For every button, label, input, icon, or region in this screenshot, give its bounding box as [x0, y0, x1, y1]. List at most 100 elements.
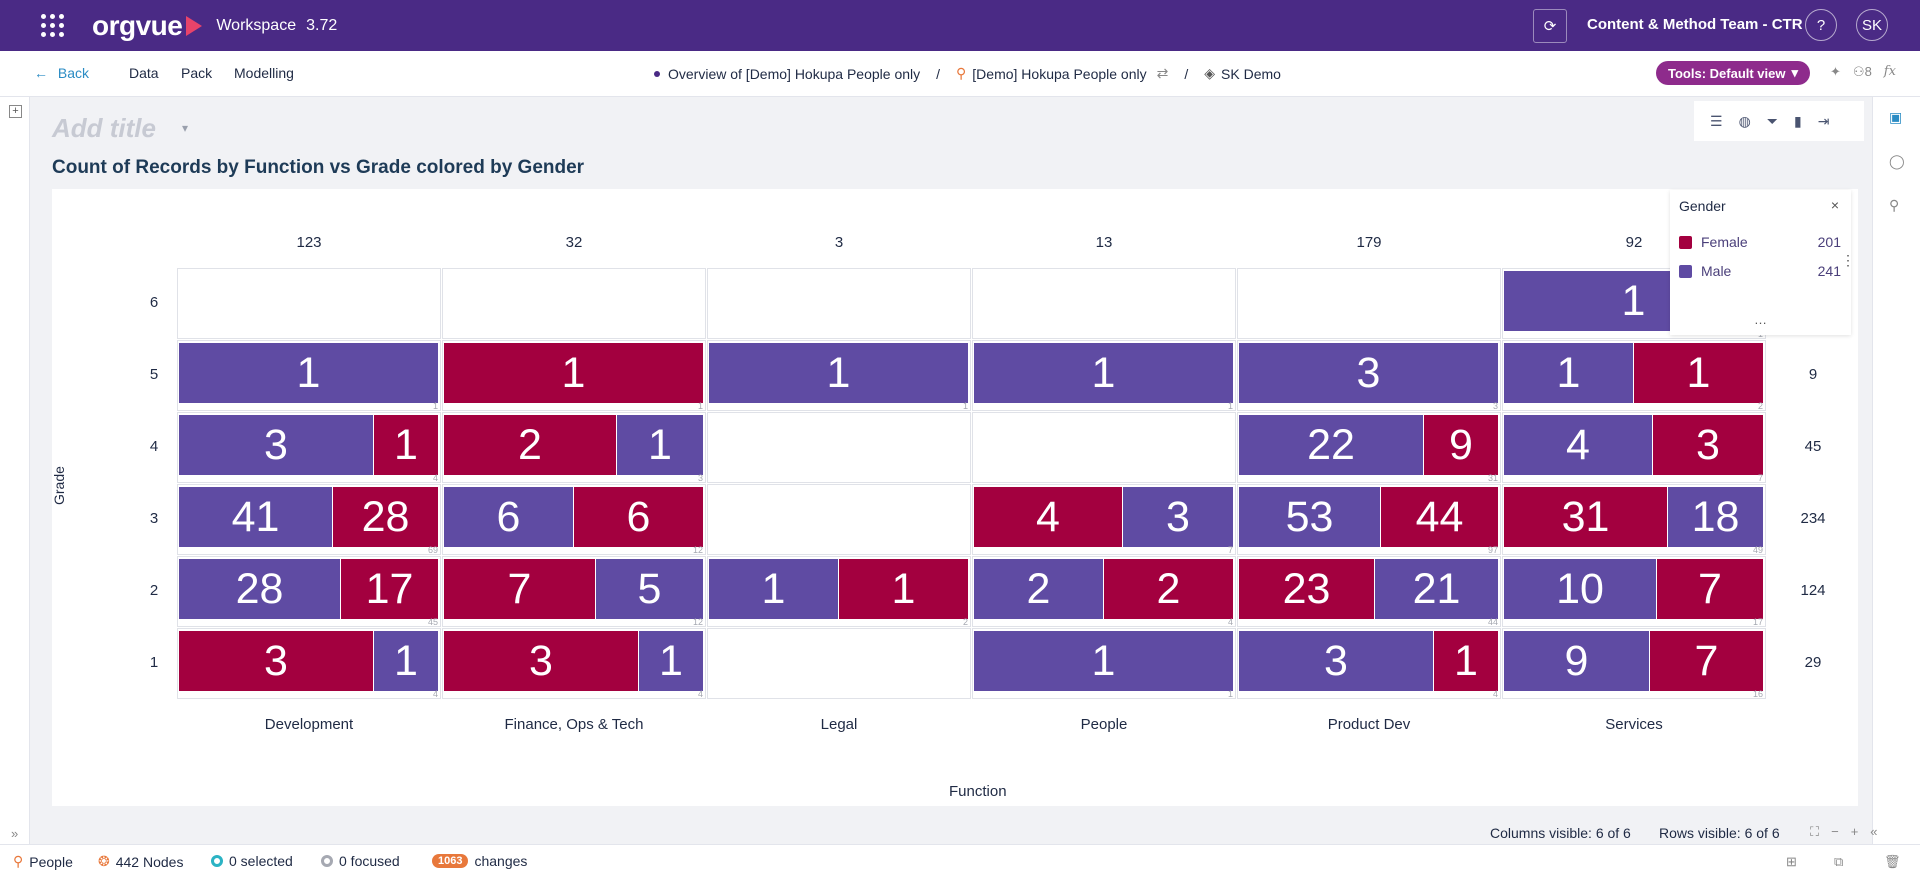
gender-bar-segment[interactable]: 10	[1504, 559, 1656, 619]
gender-bar-segment[interactable]: 7	[1657, 559, 1763, 619]
gender-bar-segment[interactable]: 31	[1504, 487, 1667, 547]
gender-bar-segment[interactable]: 1	[839, 559, 968, 619]
gender-bar-segment[interactable]: 1	[444, 343, 703, 403]
gender-bar-segment[interactable]: 3	[1239, 631, 1433, 691]
copy-icon[interactable]: ⧉	[1834, 854, 1844, 869]
matrix-cell[interactable]	[707, 484, 971, 555]
app-launcher-icon[interactable]	[41, 13, 65, 38]
team-name[interactable]: Content & Method Team - CTR	[1587, 16, 1803, 33]
matrix-cell[interactable]: 10 7 17	[1502, 556, 1766, 627]
breadcrumb-dataset[interactable]: [Demo] Hokupa People only	[972, 65, 1147, 82]
gender-bar-segment[interactable]: 3	[1123, 487, 1233, 547]
legend-item-female[interactable]: Female 201	[1679, 234, 1841, 250]
user-avatar[interactable]: SK	[1856, 9, 1888, 41]
footer-selected[interactable]: 0 selected	[211, 853, 293, 869]
gender-bar-segment[interactable]: 2	[444, 415, 616, 475]
gender-bar-segment[interactable]: 18	[1668, 487, 1763, 547]
matrix-cell[interactable]: 6 6 12	[442, 484, 706, 555]
add-title-input[interactable]: Add title	[52, 113, 156, 143]
gender-bar-segment[interactable]: 5	[596, 559, 703, 619]
gender-bar-segment[interactable]: 1	[709, 343, 968, 403]
breadcrumb-view[interactable]: Overview of [Demo] Hokupa People only	[668, 65, 921, 82]
chevron-down-icon[interactable]: ▾	[182, 121, 189, 135]
kebab-menu-icon[interactable]: ⋮	[1841, 252, 1855, 268]
filter-icon[interactable]: ⏷	[1766, 112, 1778, 129]
gender-bar-segment[interactable]: 41	[179, 487, 332, 547]
palette-icon[interactable]: ◍	[1738, 112, 1751, 129]
footer-focused[interactable]: 0 focused	[321, 853, 400, 869]
gender-bar-segment[interactable]: 22	[1239, 415, 1423, 475]
matrix-cell[interactable]: 31 18 49	[1502, 484, 1766, 555]
matrix-cell[interactable]: 9 7 16	[1502, 628, 1766, 699]
gender-bar-segment[interactable]: 1	[639, 631, 703, 691]
expand-panel-icon[interactable]: +	[9, 105, 22, 118]
gender-bar-segment[interactable]: 53	[1239, 487, 1380, 547]
comment-icon[interactable]: ▮	[1793, 112, 1802, 129]
matrix-cell[interactable]	[707, 268, 971, 339]
gender-bar-segment[interactable]: 1	[1634, 343, 1763, 403]
gender-bar-segment[interactable]: 1	[374, 415, 438, 475]
matrix-cell[interactable]	[972, 412, 1236, 483]
gender-bar-segment[interactable]: 1	[179, 343, 438, 403]
fit-screen-icon[interactable]: ⛶	[1810, 824, 1820, 839]
gender-bar-segment[interactable]: 1	[974, 343, 1233, 403]
gender-bar-segment[interactable]: 7	[1650, 631, 1763, 691]
gender-bar-segment[interactable]: 4	[974, 487, 1122, 547]
matrix-cell[interactable]: 23 21 44	[1237, 556, 1501, 627]
orgvue-logo[interactable]: orgvue	[92, 10, 203, 42]
pin-icon[interactable]: ✦	[1830, 64, 1841, 79]
matrix-cell[interactable]	[707, 412, 971, 483]
gender-bar-segment[interactable]: 2	[1104, 559, 1233, 619]
search-icon[interactable]: ⚲	[1889, 197, 1900, 213]
gender-bar-segment[interactable]: 17	[341, 559, 438, 619]
gender-bar-segment[interactable]: 44	[1381, 487, 1498, 547]
gender-bar-segment[interactable]: 6	[444, 487, 573, 547]
matrix-cell[interactable]: 41 28 69	[177, 484, 441, 555]
trash-icon[interactable]: 🗑	[1884, 854, 1901, 869]
matrix-cell[interactable]: 53 44 97	[1237, 484, 1501, 555]
matrix-cell[interactable]	[972, 268, 1236, 339]
gender-bar-segment[interactable]: 9	[1504, 631, 1649, 691]
gender-bar-segment[interactable]: 1	[1434, 631, 1498, 691]
people-count[interactable]: ⚇8	[1853, 64, 1872, 80]
gender-bar-segment[interactable]: 6	[574, 487, 703, 547]
tools-view-dropdown[interactable]: Tools: Default view ▾	[1656, 61, 1811, 85]
nav-item-data[interactable]: Data	[129, 65, 159, 81]
matrix-cell[interactable]: 22 9 31	[1237, 412, 1501, 483]
sync-icon[interactable]: ⇄	[1156, 65, 1169, 81]
more-horizontal-icon[interactable]: …	[1754, 312, 1767, 327]
gender-bar-segment[interactable]: 28	[333, 487, 438, 547]
gender-bar-segment[interactable]: 1	[1504, 343, 1633, 403]
back-link[interactable]: ← Back	[34, 65, 89, 81]
gender-bar-segment[interactable]: 9	[1424, 415, 1498, 475]
nav-item-modelling[interactable]: Modelling	[234, 65, 294, 81]
gender-bar-segment[interactable]: 28	[179, 559, 340, 619]
collapse-icon[interactable]: «	[1870, 824, 1878, 839]
legend-item-male[interactable]: Male 241	[1679, 263, 1841, 279]
gender-bar-segment[interactable]: 21	[1375, 559, 1498, 619]
gender-bar-segment[interactable]: 23	[1239, 559, 1374, 619]
breadcrumb-scenario[interactable]: SK Demo	[1221, 65, 1281, 82]
matrix-cell[interactable]: 7 5 12	[442, 556, 706, 627]
footer-nodes[interactable]: ❂ 442 Nodes	[98, 853, 183, 870]
footer-changes[interactable]: 1063 changes	[432, 853, 527, 869]
gender-bar-segment[interactable]: 2	[974, 559, 1103, 619]
gender-bar-segment[interactable]: 3	[1239, 343, 1498, 403]
gender-bar-segment[interactable]: 3	[444, 631, 638, 691]
add-icon[interactable]: ⊞	[1786, 854, 1797, 869]
gender-bar-segment[interactable]: 1	[709, 559, 838, 619]
nav-item-pack[interactable]: Pack	[181, 65, 213, 81]
export-icon[interactable]: ⇥	[1817, 112, 1830, 129]
gender-bar-segment[interactable]: 7	[444, 559, 595, 619]
gender-bar-segment[interactable]: 1	[374, 631, 438, 691]
matrix-cell[interactable]	[707, 628, 971, 699]
zoom-out-icon[interactable]: −	[1831, 824, 1839, 839]
